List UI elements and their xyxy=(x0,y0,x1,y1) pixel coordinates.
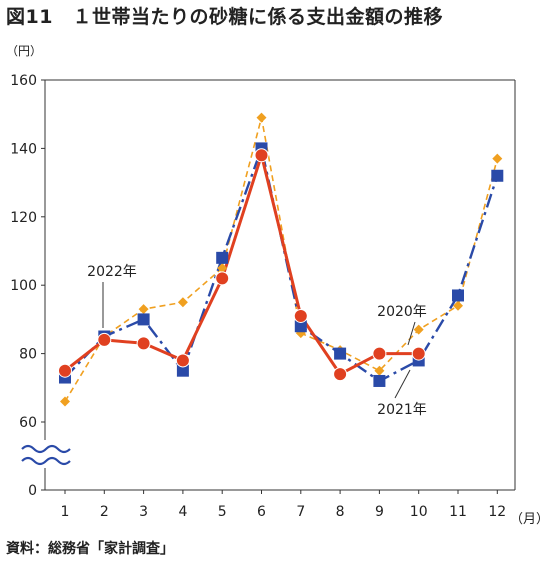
data-point-circle xyxy=(58,363,72,378)
data-point-circle xyxy=(333,367,348,382)
data-point-square xyxy=(334,347,347,360)
data-point-diamond xyxy=(256,112,267,123)
x-tick-label: 8 xyxy=(336,504,345,520)
y-tick-label: 0 xyxy=(28,483,37,499)
y-axis-unit: （円） xyxy=(6,44,43,58)
y-tick-label: 60 xyxy=(19,415,37,431)
data-point-diamond xyxy=(177,297,188,308)
series-lines xyxy=(64,116,499,402)
chart-title: 図11 １世帯当たりの砂糖に係る支出金額の推移 xyxy=(6,6,443,28)
data-point-circle xyxy=(293,308,308,323)
data-point-diamond xyxy=(374,365,385,376)
x-tick-label: 4 xyxy=(178,504,187,520)
series-annotations: 2020年 2021年 2022年 xyxy=(87,264,427,418)
data-point-diamond xyxy=(138,304,149,315)
data-point-diamond xyxy=(217,263,228,274)
data-point-diamond xyxy=(453,300,463,311)
x-tick-label: 2 xyxy=(100,504,109,520)
data-point-circle xyxy=(97,332,112,347)
y-tick-label: 160 xyxy=(10,73,37,89)
x-tick-label: 10 xyxy=(410,504,428,520)
data-point-square xyxy=(137,313,150,326)
y-tick-label: 120 xyxy=(10,210,37,226)
series-label: 2022年 xyxy=(87,264,137,280)
data-point-square xyxy=(176,364,189,377)
data-point-circle xyxy=(136,336,151,351)
series-label: 2020年 xyxy=(377,304,427,320)
x-tick-label: 11 xyxy=(449,504,467,520)
data-point-square xyxy=(373,374,386,387)
data-point-circle xyxy=(372,346,387,361)
data-point-diamond xyxy=(492,153,503,164)
annotation-leader xyxy=(407,321,416,346)
series-line-0 xyxy=(64,116,499,402)
series-markers xyxy=(58,112,504,407)
x-tick-label: 5 xyxy=(218,504,227,520)
series-line-2 xyxy=(64,153,419,376)
y-tick-label: 80 xyxy=(19,347,37,363)
axis-break-wave-1 xyxy=(21,444,71,454)
x-tick-label: 9 xyxy=(375,504,384,520)
data-point-square xyxy=(294,320,307,333)
y-tick-label: 100 xyxy=(10,278,37,294)
x-tick-label: 7 xyxy=(296,504,305,520)
axis-break-wave-2 xyxy=(21,456,71,466)
x-axis-unit: （月） xyxy=(510,512,545,527)
annotation-leader xyxy=(394,369,411,399)
x-tick-label: 12 xyxy=(488,504,506,520)
data-point-circle xyxy=(215,271,230,286)
x-tick-label: 1 xyxy=(61,504,70,520)
x-tick-label: 3 xyxy=(139,504,148,520)
x-tick-label: 6 xyxy=(257,504,266,520)
data-point-diamond xyxy=(60,396,70,407)
source-note: 資料：総務省「家計調査」 xyxy=(6,541,174,557)
data-point-diamond xyxy=(413,324,424,335)
data-point-circle xyxy=(254,148,269,163)
data-point-square xyxy=(216,251,229,264)
data-point-circle xyxy=(411,346,426,361)
axes xyxy=(21,79,516,494)
data-point-square xyxy=(491,169,504,182)
data-point-circle xyxy=(175,353,190,368)
y-tick-label: 140 xyxy=(10,141,37,157)
data-point-square xyxy=(452,289,464,302)
series-label: 2021年 xyxy=(377,402,427,418)
